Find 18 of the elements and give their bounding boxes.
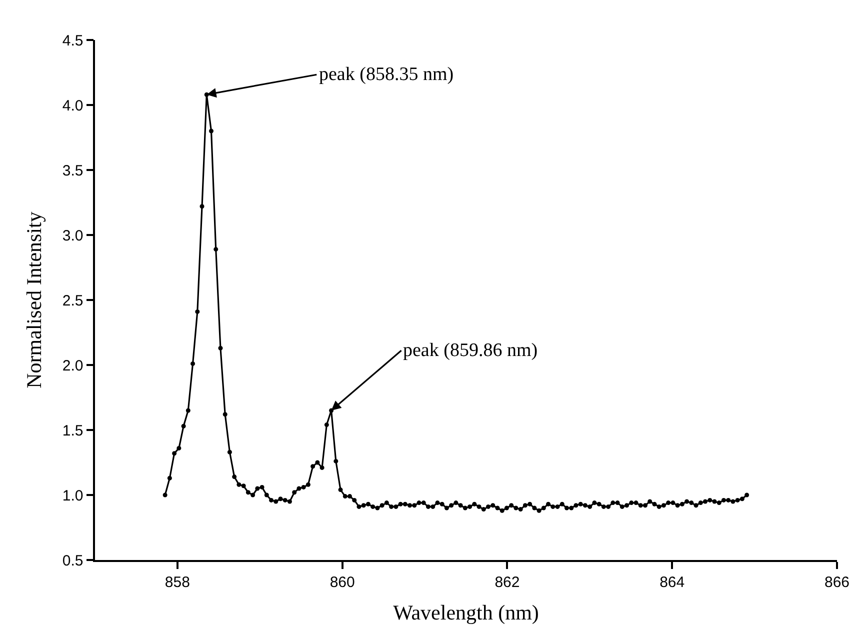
y-tick-label: 1.0: [62, 487, 84, 504]
y-tick-label: 3.0: [62, 227, 84, 244]
x-tick-label: 866: [824, 574, 850, 591]
x-tick-label: 860: [330, 574, 355, 591]
y-tick-label: 3.5: [62, 162, 84, 180]
y-tick-label: 2.0: [62, 357, 84, 374]
y-tick-label: 0.5: [62, 552, 84, 570]
annotation: peak (858.35 nm): [319, 64, 454, 85]
x-axis-title: Wavelength (nm): [393, 600, 539, 624]
y-tick-label: 1.5: [62, 422, 84, 440]
y-tick-label: 2.5: [62, 292, 84, 310]
annotation: peak (859.86 nm): [403, 340, 538, 361]
y-tick-label: 4.5: [62, 32, 84, 50]
y-axis-title: Normalised Intensity: [22, 211, 46, 388]
x-tick-label: 864: [660, 574, 685, 591]
x-tick-label: 862: [494, 574, 520, 591]
x-tick-label: 858: [164, 574, 190, 591]
y-tick-label: 4.0: [62, 97, 84, 114]
